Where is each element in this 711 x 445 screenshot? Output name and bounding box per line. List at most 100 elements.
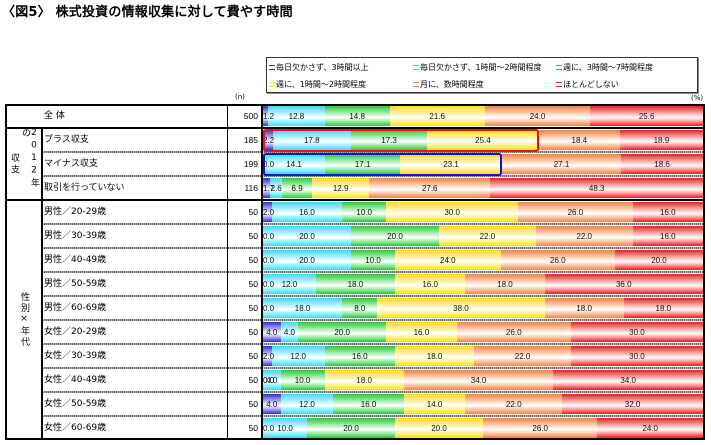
table-row: 女性／50-59歳 50 4.0 12.0 16.0 14.0 22.0 32.… (5, 392, 705, 416)
segment-value: 26.0 (505, 327, 522, 337)
segment-weekly-3-7h: 16.0 (324, 346, 395, 366)
segment-rarely: 16.0 (632, 202, 703, 222)
stacked-bar: 2.0 16.0 10.0 30.0 26.0 16.0 (263, 202, 703, 222)
stacked-bar: 0.0 12.0 18.0 16.0 18.0 36.0 (263, 274, 703, 294)
stacked-bar: 0.0 18.0 8.0 38.0 18.0 18.0 (263, 298, 703, 318)
segment-monthly-few-hours: 26.0 (456, 322, 571, 342)
stacked-bar: 2.0 12.0 16.0 18.0 22.0 30.0 (263, 346, 703, 366)
stacked-bar: 0.0 14.1 17.1 23.1 27.1 18.6 (263, 153, 703, 176)
segment-value: 1.7 (263, 183, 275, 193)
segment-value: 6.9 (291, 183, 303, 193)
segment-weekly-1-2h: 14.0 (403, 394, 466, 414)
segment-rarely: 24.0 (597, 418, 703, 438)
segment-value: 26.0 (567, 207, 584, 217)
segment-rarely: 18.0 (623, 298, 703, 318)
row-n-count: 50 (248, 375, 258, 385)
segment-weekly-3-7h: 20.0 (351, 226, 439, 246)
table-row: 男性／60-69歳 50 0.0 18.0 8.0 38.0 18.0 18.0 (5, 296, 705, 320)
segment-weekly-3-7h: 8.0 (342, 298, 378, 318)
segment-weekly-1-2h: 38.0 (377, 298, 545, 318)
group-label-line: 性別×年代 (19, 292, 29, 348)
section-divider (5, 199, 705, 201)
segment-value: 2.0 (263, 207, 275, 217)
segment-daily-1-2h: 12.0 (263, 274, 316, 294)
segment-value: 30.0 (629, 327, 645, 337)
data-table: 2012年の 収支 性別×年代 全 体 500 1.2 12.8 14.8 21… (5, 104, 705, 440)
segment-weekly-3-7h: 14.8 (324, 106, 390, 126)
segment-daily-1-2h: 4.0 (280, 322, 299, 342)
segment-value: 20.0 (651, 255, 667, 265)
segment-rarely: 48.3 (490, 178, 703, 198)
table-row: 女性／30-39歳 50 2.0 12.0 16.0 18.0 22.0 30.… (5, 344, 705, 368)
row-n-count: 116 (244, 183, 258, 193)
legend-marker-icon (269, 64, 275, 70)
segment-value: 0.0 (263, 255, 275, 265)
segment-daily-3h-plus: 2.0 (263, 202, 275, 222)
segment-daily-3h-plus: 2.2 (263, 130, 275, 150)
legend-marker-icon (413, 81, 419, 87)
segment-daily-1-2h: 12.8 (268, 106, 325, 126)
segment-weekly-3-7h: 16.0 (333, 394, 404, 414)
segment-weekly-1-2h: 23.1 (400, 154, 502, 174)
row-n-count: 50 (248, 207, 258, 217)
segment-value: 12.0 (299, 399, 315, 409)
row-divider (42, 319, 705, 321)
table-row: 取引を行っていない 116 1.7 2.6 6.9 12.9 27.6 48.3 (5, 176, 705, 200)
segment-monthly-few-hours: 34.0 (403, 370, 554, 390)
row-label: 女性／30-39歳 (44, 351, 107, 361)
legend-item-daily-1-2h: 毎日欠かさず、1時間～2時間程度 (413, 62, 542, 72)
group-column-divider (41, 128, 43, 440)
segment-daily-1-2h: 17.8 (272, 130, 351, 150)
segment-daily-1-2h: 14.1 (263, 154, 326, 174)
segment-value: 0.0 (263, 303, 275, 313)
segment-weekly-1-2h: 18.0 (324, 370, 404, 390)
row-n-count: 50 (248, 255, 258, 265)
table-row: 女性／40-49歳 50 0.0 4.0 10.0 18.0 34.0 34.0 (5, 368, 705, 392)
segment-weekly-3-7h: 17.1 (325, 154, 401, 174)
segment-monthly-few-hours: 24.0 (484, 106, 591, 126)
row-label: 男性／30-39歳 (44, 231, 107, 241)
segment-value: 30.0 (629, 351, 645, 361)
row-label: 女性／50-59歳 (44, 399, 107, 409)
segment-weekly-3-7h: 18.0 (315, 274, 395, 294)
row-divider (42, 223, 705, 225)
segment-weekly-1-2h: 16.0 (394, 274, 466, 294)
segment-weekly-1-2h: 25.4 (427, 130, 539, 150)
segment-value: 2.2 (263, 135, 275, 145)
segment-weekly-3-7h: 10.0 (280, 370, 325, 390)
segment-daily-3h-plus: 4.0 (263, 394, 281, 414)
legend-label: 週に、1時間～2時間程度 (276, 79, 366, 89)
segment-value: 10.0 (277, 423, 293, 433)
segment-value: 32.0 (624, 399, 641, 409)
group-label-line: 2012年の (20, 128, 39, 190)
row-n-count: 50 (248, 231, 258, 241)
segment-value: 22.0 (514, 351, 531, 361)
segment-monthly-few-hours: 18.0 (465, 274, 545, 294)
legend-item-weekly-3-7h: 週に、3時間～7時間程度 (556, 62, 653, 72)
segment-weekly-1-2h: 18.0 (394, 346, 475, 366)
segment-value: 18.0 (426, 351, 443, 361)
row-n-count: 50 (248, 351, 258, 361)
row-label: 取引を行っていない (44, 183, 125, 193)
segment-value: 20.0 (299, 231, 315, 241)
segment-value: 0.0 (263, 279, 275, 289)
segment-weekly-1-2h: 22.0 (439, 226, 536, 246)
row-divider (42, 343, 705, 345)
segment-value: 27.1 (553, 159, 570, 169)
segment-monthly-few-hours: 18.4 (538, 130, 620, 150)
segment-value: 21.6 (429, 111, 445, 121)
legend-item-monthly-few-hours: 月に、数時間程度 (413, 79, 484, 89)
segment-value: 0.0 (263, 231, 275, 241)
segment-value: 26.0 (532, 423, 548, 433)
segment-weekly-3-7h: 10.0 (342, 202, 387, 222)
segment-weekly-1-2h: 21.6 (389, 106, 485, 126)
segment-weekly-1-2h: 16.0 (386, 322, 457, 342)
segment-value: 18.0 (356, 375, 372, 385)
row-label: 男性／60-69歳 (44, 303, 107, 313)
segment-value: 17.1 (354, 159, 371, 169)
stacked-bar: 1.7 2.6 6.9 12.9 27.6 48.3 (263, 178, 703, 198)
segment-monthly-few-hours: 22.0 (465, 394, 563, 414)
segment-daily-1-2h: 20.0 (263, 250, 351, 270)
segment-rarely: 30.0 (570, 346, 703, 366)
segment-value: 20.0 (431, 423, 447, 433)
